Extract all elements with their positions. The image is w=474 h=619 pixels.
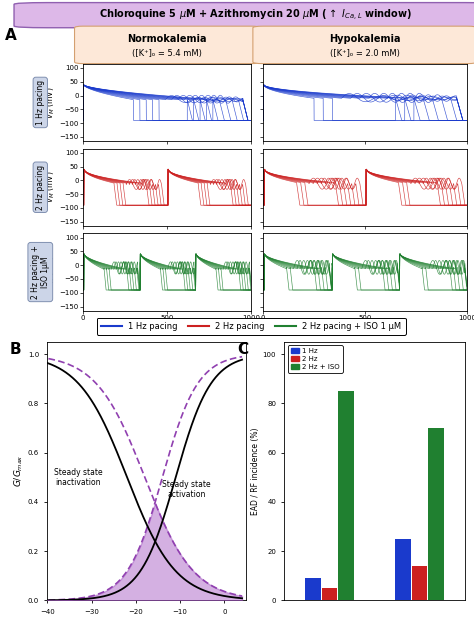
Text: 1 Hz pacing: 1 Hz pacing bbox=[36, 80, 45, 125]
Text: ([K⁺]ₒ = 2.0 mM): ([K⁺]ₒ = 2.0 mM) bbox=[330, 49, 400, 58]
X-axis label: $V_M$ (mV): $V_M$ (mV) bbox=[128, 618, 166, 619]
Text: 2 Hz pacing: 2 Hz pacing bbox=[36, 165, 45, 210]
FancyBboxPatch shape bbox=[74, 26, 260, 64]
Bar bbox=[305, 578, 321, 600]
Y-axis label: EAD / RF incidence (%): EAD / RF incidence (%) bbox=[251, 427, 260, 515]
FancyBboxPatch shape bbox=[253, 26, 474, 64]
Text: C: C bbox=[237, 342, 248, 357]
Y-axis label: $V_M$ (mV): $V_M$ (mV) bbox=[44, 171, 56, 204]
Bar bbox=[322, 588, 337, 600]
X-axis label: Time (ms): Time (ms) bbox=[146, 324, 188, 332]
Bar bbox=[395, 539, 411, 600]
Text: Hypokalemia: Hypokalemia bbox=[329, 34, 401, 44]
Text: 2 Hz pacing +
ISO 1μM: 2 Hz pacing + ISO 1μM bbox=[31, 245, 50, 299]
FancyBboxPatch shape bbox=[14, 2, 474, 28]
X-axis label: Time (ms): Time (ms) bbox=[344, 324, 386, 332]
Legend: 1 Hz pacing, 2 Hz pacing, 2 Hz pacing + ISO 1 μM: 1 Hz pacing, 2 Hz pacing, 2 Hz pacing + … bbox=[97, 318, 406, 335]
Legend: 1 Hz, 2 Hz, 2 Hz + ISO: 1 Hz, 2 Hz, 2 Hz + ISO bbox=[288, 345, 343, 373]
Bar bbox=[412, 566, 427, 600]
Y-axis label: $V_M$ (mV): $V_M$ (mV) bbox=[44, 86, 56, 119]
Text: Steady state
activation: Steady state activation bbox=[163, 480, 211, 500]
Text: Steady state
inactivation: Steady state inactivation bbox=[54, 467, 103, 487]
Bar bbox=[428, 428, 444, 600]
Text: A: A bbox=[5, 28, 17, 43]
Text: B: B bbox=[9, 342, 21, 357]
Text: ([K⁺]ₒ = 5.4 mM): ([K⁺]ₒ = 5.4 mM) bbox=[132, 49, 202, 58]
Bar bbox=[338, 391, 354, 600]
Text: Chloroquine 5 $\mu$M + Azithromycin 20 $\mu$M ($\uparrow$ $\it{I}$$_{Ca,L}$ wind: Chloroquine 5 $\mu$M + Azithromycin 20 $… bbox=[100, 7, 412, 23]
Y-axis label: $G/G_{max}$: $G/G_{max}$ bbox=[12, 455, 25, 487]
Text: Normokalemia: Normokalemia bbox=[128, 34, 207, 44]
Y-axis label: $V_M$ (mV): $V_M$ (mV) bbox=[44, 256, 56, 288]
